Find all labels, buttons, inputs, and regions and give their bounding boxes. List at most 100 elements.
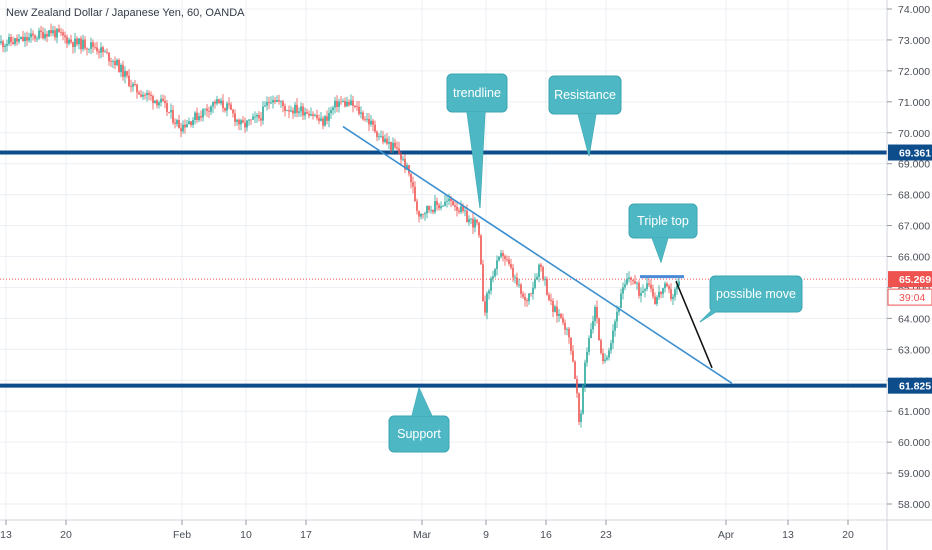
candle-body xyxy=(74,38,76,48)
support-callout[interactable]: Support xyxy=(388,386,450,453)
candle-body xyxy=(160,98,162,103)
candle-body xyxy=(464,210,466,212)
candle-body xyxy=(218,99,220,104)
candle-body xyxy=(62,32,64,36)
candle-body xyxy=(646,283,648,290)
time-tick-label: 13 xyxy=(0,529,12,541)
candle-body xyxy=(110,61,112,62)
candle-body xyxy=(250,119,252,121)
time-axis[interactable]: 13 20 Feb 10 17 Mar 9 16 23 Apr 13 20 xyxy=(0,520,854,541)
candle-body xyxy=(430,209,432,211)
callouts[interactable]: trendline Resistance Triple top possible mo… xyxy=(388,73,803,453)
candle-body xyxy=(624,284,626,288)
candle-body xyxy=(414,186,416,202)
candle-body xyxy=(532,287,534,295)
candle-body xyxy=(52,30,54,34)
candle-body xyxy=(296,104,298,113)
candle-body xyxy=(434,201,436,213)
candle-body xyxy=(390,141,392,151)
candle-body xyxy=(428,206,430,211)
candle-body xyxy=(660,291,662,294)
candle-body xyxy=(132,84,134,87)
possible-move-projection xyxy=(675,280,713,369)
candle-body xyxy=(82,39,84,50)
candle-body xyxy=(636,282,638,284)
candle-body xyxy=(444,201,446,206)
candle-body xyxy=(504,256,506,260)
support-price-label: 61.825 xyxy=(899,381,931,393)
time-tick-label: 16 xyxy=(540,529,552,541)
candle-body xyxy=(550,299,552,301)
triple-top-callout-tail-fill xyxy=(652,238,668,262)
candle-body xyxy=(374,124,376,132)
candle-body xyxy=(94,46,96,48)
candle-body xyxy=(138,92,140,95)
time-tick-label: Apr xyxy=(718,529,735,541)
candle-body xyxy=(38,30,40,39)
candle-body xyxy=(100,47,102,53)
candle-body xyxy=(120,64,122,73)
candle-body xyxy=(386,138,388,144)
candle-body xyxy=(194,112,196,121)
candle-body xyxy=(314,115,316,116)
candle-body xyxy=(116,59,118,66)
candle-body xyxy=(564,322,566,330)
candle-body xyxy=(254,116,256,118)
candle-body xyxy=(566,328,568,330)
candle-body xyxy=(492,276,494,279)
candle-body xyxy=(50,30,52,34)
candlestick-series xyxy=(0,23,680,428)
candle-body xyxy=(500,253,502,257)
candle-body xyxy=(590,329,592,339)
candle-body xyxy=(672,296,674,299)
candle-body xyxy=(202,109,204,118)
candle-body xyxy=(46,34,48,37)
time-tick-label: 23 xyxy=(600,529,612,541)
candle-body xyxy=(34,35,36,39)
candle-body xyxy=(168,112,170,113)
trendline-drawing xyxy=(342,125,733,385)
candle-body xyxy=(402,158,404,160)
candle-body xyxy=(384,138,386,143)
candle-body xyxy=(98,51,100,53)
candle-body xyxy=(188,121,190,125)
candle-body xyxy=(220,100,222,104)
candle-body xyxy=(578,393,580,422)
candle-body xyxy=(666,283,668,287)
candle-body xyxy=(88,48,90,50)
candle-body xyxy=(334,100,336,108)
trendline-callout[interactable]: trendline xyxy=(446,73,508,209)
possible-move-callout[interactable]: possible move xyxy=(699,275,803,323)
candle-body xyxy=(518,284,520,286)
price-tick-label: 63.000 xyxy=(898,344,930,356)
candle-body xyxy=(212,101,214,107)
candle-body xyxy=(272,100,274,103)
candle-body xyxy=(594,306,596,322)
candle-body xyxy=(180,128,182,132)
candle-body xyxy=(156,100,158,106)
candle-body xyxy=(586,351,588,363)
candle-body xyxy=(150,94,152,97)
candle-body xyxy=(140,94,142,97)
candle-body xyxy=(146,92,148,96)
candle-body xyxy=(562,317,564,323)
chart-drawings[interactable] xyxy=(342,125,733,385)
candle-body xyxy=(502,253,504,257)
price-axis[interactable]: 58.00059.00060.00061.00062.00063.00064.0… xyxy=(887,4,932,511)
countdown-tag xyxy=(887,288,932,306)
candle-body xyxy=(604,359,606,362)
candle-body xyxy=(448,198,450,201)
candle-body xyxy=(102,47,104,53)
candle-body xyxy=(122,64,124,77)
current-price-tag xyxy=(888,271,932,288)
candle-body xyxy=(40,30,42,33)
candle-body xyxy=(576,378,578,394)
candle-body xyxy=(208,110,210,112)
resistance-callout[interactable]: Resistance xyxy=(548,75,622,157)
candle-body xyxy=(516,277,518,285)
candle-body xyxy=(300,106,302,112)
candle-body xyxy=(108,52,110,62)
candle-body xyxy=(264,105,266,107)
triple-top-callout[interactable]: Triple top xyxy=(628,203,698,264)
